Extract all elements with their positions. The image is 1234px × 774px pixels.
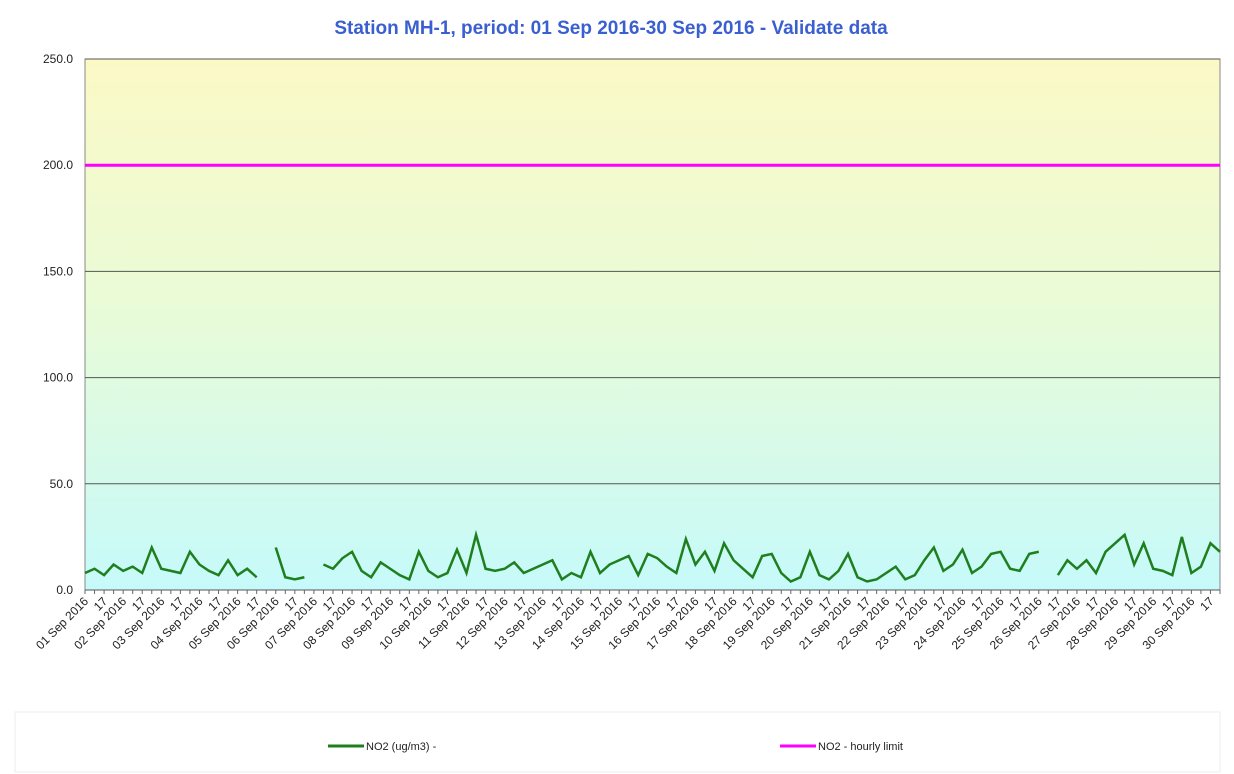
chart-title: Station MH-1, period: 01 Sep 2016-30 Sep… <box>334 18 888 39</box>
x-tick-label: 17 <box>1197 594 1217 614</box>
y-tick-label: 50.0 <box>50 477 74 491</box>
legend-label: NO2 - hourly limit <box>818 741 903 753</box>
y-tick-label: 100.0 <box>43 371 73 385</box>
legend-box <box>14 711 1221 773</box>
y-tick-label: 250.0 <box>43 52 73 66</box>
plot-area <box>84 58 1221 591</box>
y-tick-label: 200.0 <box>43 158 73 172</box>
legend-label: NO2 (ug/m3) - <box>366 741 437 753</box>
y-tick-label: 0.0 <box>56 583 73 597</box>
series-line <box>84 529 1221 583</box>
y-tick-label: 150.0 <box>43 264 73 278</box>
